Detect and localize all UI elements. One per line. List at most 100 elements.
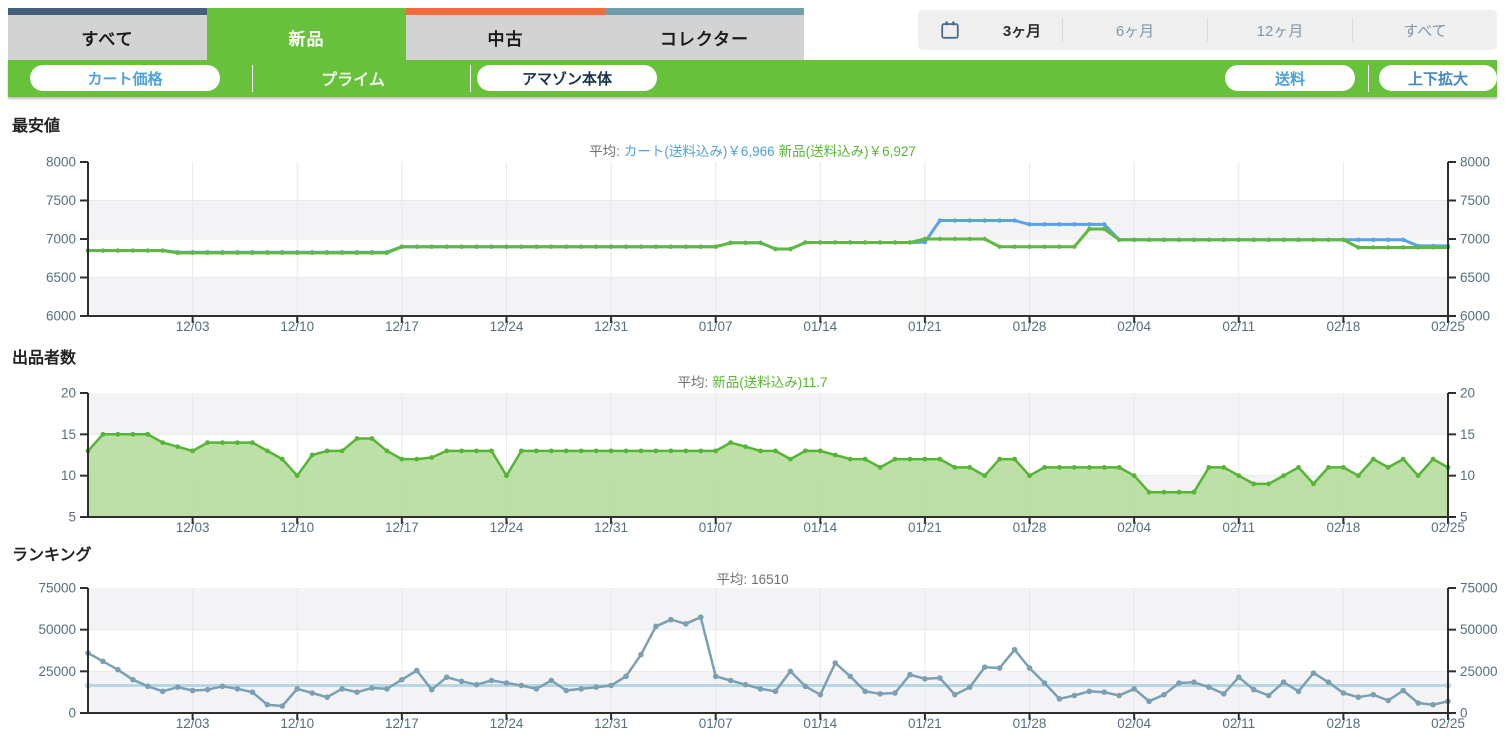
svg-text:75000: 75000 [1460, 581, 1498, 596]
svg-text:01/21: 01/21 [908, 319, 942, 334]
svg-text:12/24: 12/24 [490, 520, 524, 535]
svg-text:01/14: 01/14 [803, 319, 837, 334]
svg-text:50000: 50000 [38, 622, 76, 637]
svg-text:0: 0 [68, 706, 76, 721]
section-title-ranking: ランキング [12, 547, 92, 564]
svg-text:01/21: 01/21 [908, 716, 942, 731]
tab-accent-stripe [605, 8, 804, 15]
svg-text:02/25: 02/25 [1431, 716, 1465, 731]
svg-text:01/28: 01/28 [1013, 716, 1047, 731]
avg-ranking-value: 16510 [751, 572, 789, 587]
svg-text:02/04: 02/04 [1117, 716, 1151, 731]
svg-text:02/18: 02/18 [1326, 520, 1360, 535]
svg-text:02/04: 02/04 [1117, 319, 1151, 334]
range-divider [1062, 18, 1063, 42]
svg-text:5: 5 [68, 510, 76, 525]
svg-text:7500: 7500 [1460, 193, 1490, 208]
sellers-chart-title: 平均: 新品(送料込み)11.7 [0, 371, 1505, 391]
svg-text:12/17: 12/17 [385, 520, 419, 535]
price-chart-title: 平均: カート(送料込み)￥6,966 新品(送料込み)￥6,927 [0, 140, 1505, 160]
ranking-chart[interactable]: 0 0 25000 25000 50000 50000 75000 75000 12/03 12/… [0, 580, 1505, 742]
svg-text:12/17: 12/17 [385, 319, 419, 334]
svg-text:02/18: 02/18 [1326, 716, 1360, 731]
svg-text:6000: 6000 [46, 309, 76, 324]
svg-text:12/24: 12/24 [490, 319, 524, 334]
svg-text:12/24: 12/24 [490, 716, 524, 731]
svg-text:12/03: 12/03 [176, 520, 210, 535]
svg-text:12/31: 12/31 [594, 319, 628, 334]
svg-text:12/10: 12/10 [280, 520, 314, 535]
range-option-6m[interactable]: 6ヶ月 [1063, 10, 1207, 50]
range-label: 12ヶ月 [1256, 22, 1304, 40]
svg-text:25000: 25000 [38, 664, 76, 679]
svg-text:01/07: 01/07 [699, 520, 733, 535]
svg-text:6500: 6500 [1460, 270, 1490, 285]
avg-prefix: 平均: [716, 572, 748, 587]
range-option-12m[interactable]: 12ヶ月 [1208, 10, 1352, 50]
svg-text:12/31: 12/31 [594, 520, 628, 535]
range-option-3m[interactable]: 3ヶ月 [918, 10, 1062, 50]
svg-text:15: 15 [1460, 427, 1475, 442]
svg-text:7000: 7000 [1460, 232, 1490, 247]
shipping-button[interactable]: 送料 [1225, 65, 1355, 91]
section-title-seller-count: 出品者数 [12, 350, 77, 367]
tab-bar: すべて 新品 中古 コレクター [8, 8, 804, 60]
tab-accent-stripe [406, 8, 605, 15]
svg-text:6500: 6500 [46, 270, 76, 285]
toolbar-divider [1368, 65, 1369, 92]
tab-label: 中古 [406, 15, 605, 60]
avg-cart-value: カート(送料込み)￥6,966 [623, 144, 775, 159]
series-toolbar: カート価格 プライム アマゾン本体 送料 上下拡大 [8, 60, 1497, 97]
svg-text:12/17: 12/17 [385, 716, 419, 731]
avg-prefix: 平均: [589, 144, 620, 159]
tab-accent-stripe [207, 8, 406, 15]
range-divider [1207, 18, 1208, 42]
cart-price-button[interactable]: カート価格 [30, 65, 220, 91]
svg-text:10: 10 [61, 468, 76, 483]
svg-text:15: 15 [61, 427, 76, 442]
avg-prefix: 平均: [677, 375, 709, 390]
svg-text:25000: 25000 [1460, 664, 1498, 679]
price-chart[interactable]: 6000 6000 6500 6500 7000 7000 7500 7500 8000 8000… [0, 155, 1505, 345]
svg-text:10: 10 [1460, 468, 1475, 483]
tab-collector[interactable]: コレクター [605, 8, 804, 60]
tab-new[interactable]: 新品 [207, 8, 406, 60]
svg-text:02/04: 02/04 [1117, 520, 1151, 535]
tab-accent-stripe [8, 8, 207, 15]
svg-text:7000: 7000 [46, 232, 76, 247]
svg-text:01/07: 01/07 [699, 716, 733, 731]
svg-text:02/11: 02/11 [1222, 716, 1255, 731]
svg-text:02/25: 02/25 [1431, 319, 1465, 334]
date-range-selector: 3ヶ月 6ヶ月 12ヶ月 すべて [918, 10, 1497, 50]
toolbar-divider [252, 65, 253, 92]
sellers-chart[interactable]: 5 5 10 10 15 15 20 20 12/03 12/10 12/17 12/24 12/31 0… [0, 385, 1505, 537]
prime-toggle[interactable]: プライム [321, 72, 385, 89]
svg-text:01/14: 01/14 [803, 716, 837, 731]
svg-text:01/07: 01/07 [699, 319, 733, 334]
svg-text:02/11: 02/11 [1222, 520, 1255, 535]
svg-text:12/03: 12/03 [176, 716, 210, 731]
svg-text:12/03: 12/03 [176, 319, 210, 334]
svg-text:20: 20 [1460, 386, 1475, 401]
amazon-direct-button[interactable]: アマゾン本体 [477, 65, 657, 91]
svg-text:01/28: 01/28 [1013, 319, 1047, 334]
svg-text:7500: 7500 [46, 193, 76, 208]
expand-button[interactable]: 上下拡大 [1379, 65, 1497, 91]
avg-new-value: 新品(送料込み)￥6,927 [778, 144, 916, 159]
svg-text:20: 20 [61, 386, 76, 401]
svg-text:12/10: 12/10 [280, 716, 314, 731]
range-label: 6ヶ月 [1115, 22, 1155, 40]
svg-text:75000: 75000 [38, 581, 76, 596]
svg-text:5: 5 [1460, 510, 1468, 525]
tab-all[interactable]: すべて [8, 8, 207, 60]
svg-text:8000: 8000 [1460, 155, 1490, 170]
svg-text:0: 0 [1460, 706, 1468, 721]
svg-text:02/25: 02/25 [1431, 520, 1465, 535]
ranking-chart-title: 平均: 16510 [0, 568, 1505, 588]
tab-used[interactable]: 中古 [406, 8, 605, 60]
tab-label: 新品 [207, 15, 406, 60]
avg-sellers-value: 新品(送料込み)11.7 [712, 375, 828, 390]
range-option-all[interactable]: すべて [1353, 10, 1497, 50]
svg-text:12/31: 12/31 [594, 716, 628, 731]
